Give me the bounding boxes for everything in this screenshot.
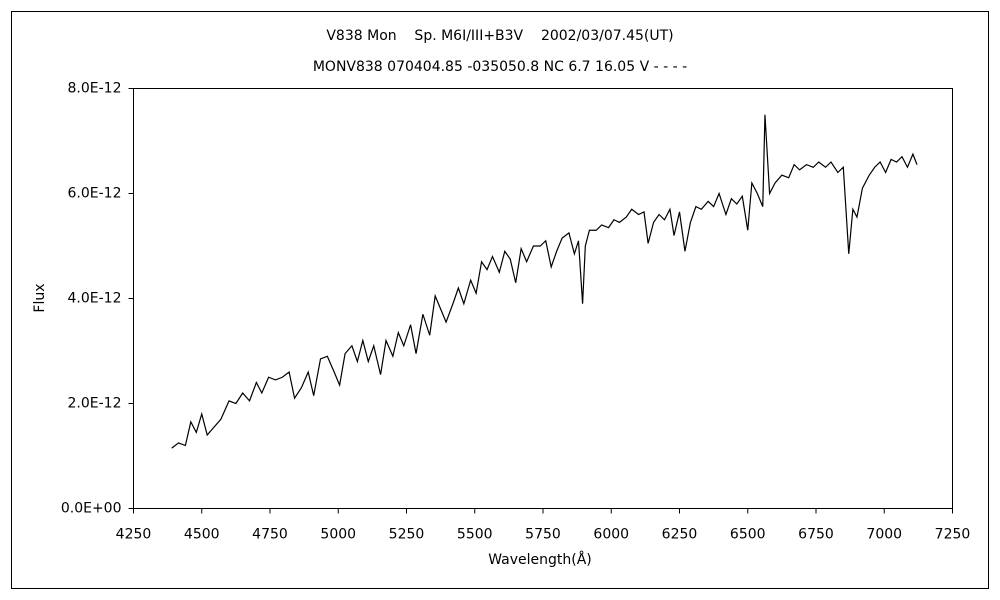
y-tick-label: 4.0E-12 — [68, 291, 122, 307]
y-axis-label: Flux — [32, 283, 48, 312]
plot-area — [133, 88, 953, 509]
spectrum-line — [171, 114, 918, 449]
x-tick-label: 5750 — [525, 527, 561, 543]
y-tick-label: 8.0E-12 — [68, 81, 122, 97]
chart-title: V838 Mon Sp. M6I/III+B3V 2002/03/07.45(U… — [326, 28, 673, 44]
x-tick-label: 7000 — [866, 527, 902, 543]
y-tick-label: 0.0E+00 — [61, 501, 122, 517]
y-tick-label: 6.0E-12 — [68, 186, 122, 202]
y-tick-label: 2.0E-12 — [68, 396, 122, 412]
x-tick-label: 7250 — [935, 527, 971, 543]
x-tick-label: 4500 — [184, 527, 220, 543]
x-tick-label: 6250 — [662, 527, 698, 543]
x-tick-label: 4750 — [252, 527, 288, 543]
x-tick-label: 6750 — [798, 527, 834, 543]
x-tick-label: 4250 — [116, 527, 152, 543]
x-tick-label: 5250 — [389, 527, 425, 543]
x-tick-label: 5000 — [320, 527, 356, 543]
x-tick-label: 6500 — [730, 527, 766, 543]
x-tick-label: 6000 — [593, 527, 629, 543]
x-axis-label: Wavelength(Å) — [488, 551, 592, 568]
x-tick-label: 5500 — [457, 527, 493, 543]
chart-subtitle: MONV838 070404.85 -035050.8 NC 6.7 16.05… — [313, 59, 687, 75]
